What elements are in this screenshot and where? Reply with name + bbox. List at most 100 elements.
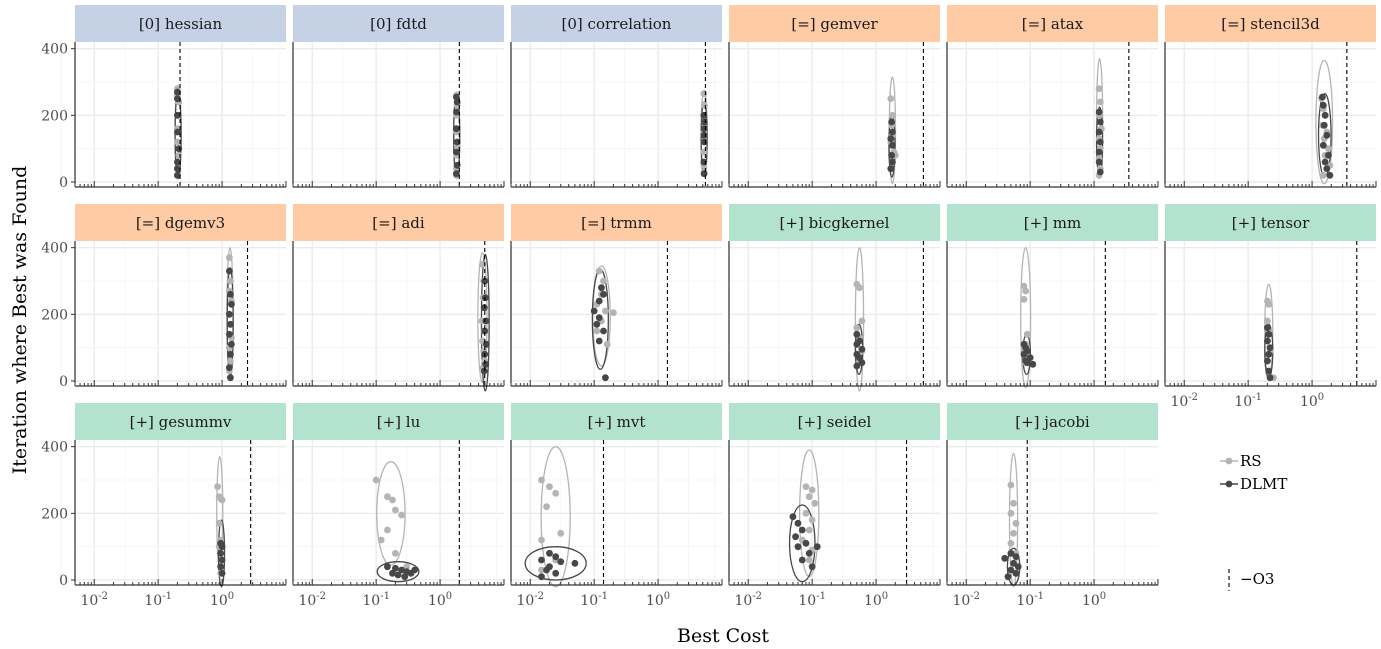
- facet-strip: [511, 403, 722, 440]
- x-tick-label: 100: [210, 591, 234, 609]
- dlmt-point: [480, 367, 488, 375]
- facet-panel: [=] adi: [278, 204, 505, 392]
- dlmt-point: [174, 171, 181, 179]
- panels-layer: [0] hessian [0] fdtd [0] correlation [=] ge…: [60, 5, 1377, 588]
- rs-point: [808, 516, 816, 524]
- dlmt-point: [1012, 569, 1020, 577]
- dlmt-point: [481, 277, 489, 285]
- rs-point: [600, 277, 607, 285]
- facet-strip: [293, 204, 504, 241]
- x-tick-label: 10-2: [298, 591, 326, 609]
- rs-point: [610, 309, 617, 317]
- plot-area: [1165, 42, 1376, 187]
- facet-panel: [=] trmm: [496, 204, 723, 387]
- dlmt-point: [808, 563, 816, 571]
- dlmt-point: [600, 327, 607, 335]
- dlmt-point: [853, 362, 861, 370]
- dlmt-point: [700, 131, 708, 139]
- facet-title: [+] jacobi: [1015, 413, 1090, 431]
- dlmt-point: [1321, 111, 1329, 119]
- dlmt-point: [602, 374, 609, 382]
- dlmt-point: [401, 573, 409, 581]
- x-tick-label: 10-2: [952, 591, 980, 609]
- dlmt-point: [384, 563, 391, 571]
- plot-area: [293, 241, 504, 386]
- dlmt-point: [227, 350, 234, 358]
- dlmt-point: [794, 519, 802, 527]
- dlmt-point: [700, 158, 708, 166]
- dlmt-point: [1320, 121, 1328, 129]
- rs-point: [389, 496, 396, 504]
- x-tick-label: 100: [428, 591, 452, 609]
- facet-strip: [729, 403, 940, 440]
- dlmt-point: [1318, 93, 1326, 101]
- legend: RS DLMT −O3: [1220, 452, 1287, 591]
- plot-area: [947, 241, 1158, 386]
- facet-strip: [511, 204, 722, 241]
- rs-confidence-ellipse: [1315, 59, 1334, 185]
- dlmt-point: [700, 111, 708, 119]
- facet-title: [=] stencil3d: [1221, 15, 1320, 33]
- dlmt-point: [802, 539, 810, 547]
- rs-confidence-ellipse: [1020, 247, 1032, 389]
- rs-point: [1324, 145, 1332, 153]
- rs-confidence-ellipse: [1008, 452, 1019, 588]
- rs-point: [538, 566, 545, 574]
- dlmt-point: [1264, 357, 1271, 365]
- dlmt-point: [225, 364, 233, 372]
- dlmt-point: [805, 549, 813, 557]
- dlmt-point: [174, 158, 181, 166]
- rs-point: [175, 151, 183, 159]
- facet-strip: [75, 204, 286, 241]
- rs-point: [174, 138, 181, 146]
- dlmt-legend-swatch: [1225, 480, 1233, 488]
- rs-point: [805, 526, 813, 534]
- dlmt-point: [1323, 131, 1331, 139]
- dlmt-point: [888, 158, 896, 166]
- facet-panel: [=] dgemv3: [60, 204, 287, 387]
- rs-point: [811, 499, 819, 507]
- facet-title: [=] dgemv3: [136, 214, 225, 232]
- dlmt-point: [1324, 151, 1332, 159]
- dlmt-point: [389, 569, 396, 577]
- rs-point: [858, 317, 866, 325]
- rs-legend-swatch: [1225, 457, 1233, 465]
- facet-strip: [293, 403, 504, 440]
- dlmt-point: [452, 93, 460, 101]
- dlmt-point: [452, 108, 460, 116]
- dlmt-point: [174, 95, 181, 103]
- y-tick-label: 200: [41, 307, 68, 323]
- facet-strip: [1165, 5, 1376, 42]
- y-tick-label: 0: [59, 374, 68, 390]
- o3-legend-label: −O3: [1240, 570, 1274, 588]
- dlmt-point: [1004, 573, 1012, 581]
- dlmt-point: [174, 128, 181, 136]
- dlmt-point: [552, 553, 560, 561]
- dlmt-point: [887, 135, 895, 143]
- rs-point: [398, 511, 405, 519]
- plot-area: [1165, 241, 1376, 386]
- dlmt-point: [1096, 138, 1104, 146]
- dlmt-point: [218, 556, 226, 564]
- facet-panel: [+] tensor: [1150, 204, 1377, 387]
- x-tick-label: 100: [1300, 392, 1324, 410]
- rs-point: [700, 101, 708, 109]
- facet-title: [+] tensor: [1232, 214, 1310, 232]
- facet-title: [=] adi: [372, 214, 425, 232]
- x-axis-title: Best Cost: [677, 625, 769, 647]
- facet-strip: [75, 403, 286, 440]
- rs-point: [546, 483, 553, 491]
- dlmt-point: [595, 297, 603, 305]
- dlmt-point: [858, 359, 866, 367]
- plot-area: [947, 440, 1158, 585]
- facet-strip: [511, 5, 722, 42]
- dlmt-point: [174, 88, 181, 96]
- dlmt-point: [1007, 566, 1015, 574]
- dlmt-point: [1264, 324, 1271, 332]
- facet-panel: [+] gesummv: [60, 403, 287, 588]
- rs-confidence-ellipse: [477, 252, 488, 384]
- dlmt-point: [225, 330, 233, 338]
- rs-point: [403, 563, 411, 571]
- facet-title: [=] gemver: [791, 15, 878, 33]
- x-tick-label: 10-2: [80, 591, 108, 609]
